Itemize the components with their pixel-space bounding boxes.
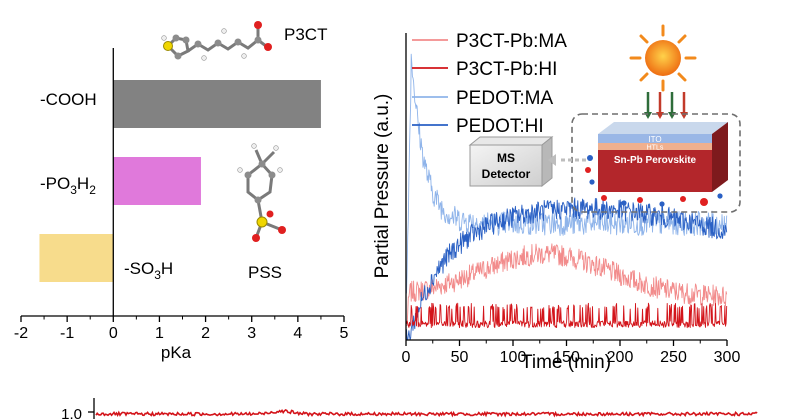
series-p3ct-pb-hi	[406, 302, 728, 329]
p3ct-molecule-illustration	[161, 21, 272, 61]
pss-label: PSS	[248, 263, 282, 282]
legend: P3CT-Pb:MA P3CT-Pb:HI PEDOT:MA PEDOT:HI	[412, 31, 567, 137]
p3ct-label: P3CT	[284, 25, 327, 44]
pp-y-axis-title: Partial Pressure (a.u.)	[372, 94, 393, 279]
bottom-series	[95, 408, 758, 418]
ms-detector-icon: MS Detector	[468, 135, 554, 188]
bottom-ytick-label: 1.0	[61, 406, 82, 419]
pka-tick-label: -1	[60, 325, 74, 342]
ms-detector-label-line2: Detector	[482, 167, 531, 181]
pp-ticks: 0 50 100 150 200 250 300	[402, 340, 741, 366]
pp-tick-label: 0	[402, 349, 411, 366]
pka-axis-title: pKa	[161, 343, 192, 362]
bottom-panel: 1.0	[61, 398, 758, 419]
perovskite-layer	[598, 150, 712, 192]
pp-tick-label: 300	[714, 349, 741, 366]
legend-label-pedot-hi: PEDOT:HI	[456, 116, 544, 137]
partial-pressure-series	[406, 53, 728, 341]
partial-pressure-chart: 0 50 100 150 200 250 300 Time (min) Partial Pr…	[372, 24, 741, 373]
ito-layer	[598, 134, 712, 143]
pp-tick-label: 50	[451, 349, 469, 366]
pka-tick-label: 5	[340, 325, 349, 342]
pka-ticks: -2 -1 0 1 2 3 4 5	[14, 316, 349, 342]
pka-bars	[39, 80, 321, 282]
category-label-sulfonic: -SO3H	[124, 259, 173, 282]
light-arrows-icon	[644, 92, 688, 119]
pp-tick-label: 200	[607, 349, 634, 366]
legend-label-p3ct-pb-ma: P3CT-Pb:MA	[456, 31, 567, 52]
pka-tick-label: 4	[293, 325, 302, 342]
inset-frame	[571, 113, 741, 213]
pp-tick-label: 250	[660, 349, 687, 366]
pp-tick-label: 150	[553, 349, 580, 366]
series-pedot-hi	[406, 197, 728, 341]
pka-tick-label: 2	[201, 325, 210, 342]
pka-tick-label: 0	[109, 325, 118, 342]
device-side-face	[712, 122, 728, 192]
pka-tick-label: -2	[14, 325, 28, 342]
escaping-molecules-icon	[585, 155, 723, 207]
htl-layer-label: HTLs	[647, 145, 664, 152]
bar-carboxyl	[113, 80, 321, 128]
pp-tick-label: 100	[500, 349, 527, 366]
sun-icon	[629, 24, 697, 92]
htl-layer	[598, 143, 712, 150]
pka-tick-label: 3	[247, 325, 256, 342]
category-label-phosphonic: -PO3H2	[40, 174, 96, 197]
device-top-face	[598, 122, 728, 134]
measurement-setup-inset: ITO HTLs Sn-Pb Perovskite	[571, 113, 741, 213]
bar-phosphonic	[113, 157, 201, 205]
category-label-carboxyl: -COOH	[40, 90, 97, 109]
pp-x-axis-title: Time (min)	[521, 352, 611, 373]
series-p3ct-pb-ma	[406, 243, 728, 327]
pka-tick-label: 1	[155, 325, 164, 342]
pka-bar-chart: -2 -1 0 1 2 3 4 5 -COOH -PO3H2 -SO3H pKa P3CT P…	[14, 21, 349, 362]
pss-molecule-illustration	[237, 143, 286, 242]
perovskite-layer-label: Sn-Pb Perovskite	[614, 155, 697, 166]
bottom-series-line	[95, 408, 758, 418]
flow-arrow-icon	[548, 154, 586, 166]
ms-detector-label-line1: MS	[497, 151, 515, 165]
legend-label-pedot-ma: PEDOT:MA	[456, 88, 553, 109]
ito-layer-label: ITO	[648, 135, 661, 144]
legend-label-p3ct-pb-hi: P3CT-Pb:HI	[456, 59, 557, 80]
bar-sulfonic	[39, 234, 114, 282]
